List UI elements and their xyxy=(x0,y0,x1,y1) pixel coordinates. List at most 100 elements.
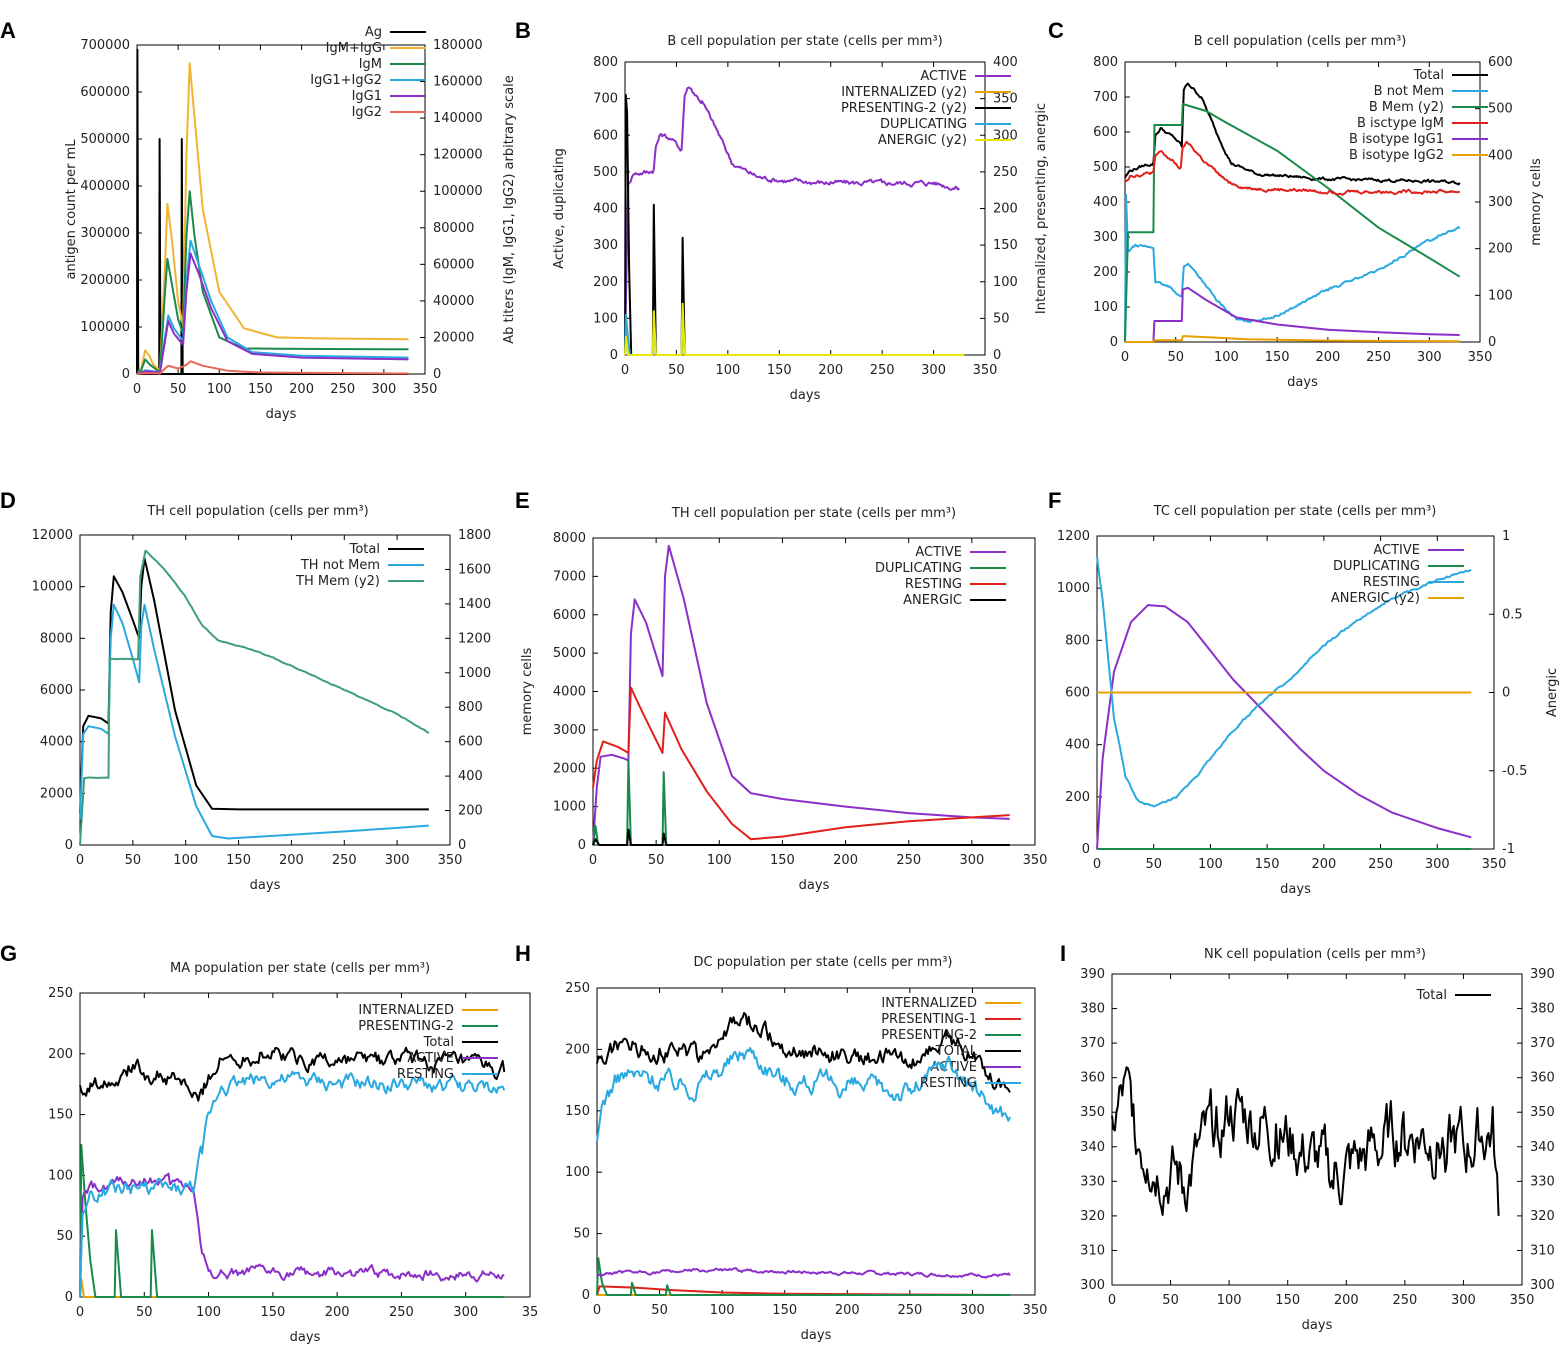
y-tick-label: 200 xyxy=(1065,790,1090,805)
y-axis-label: antigen count per mL xyxy=(64,139,79,280)
legend-label: PRESENTING-2 xyxy=(358,1019,454,1034)
x-tick-label: 150 xyxy=(1275,1293,1300,1308)
y-tick-label: 8000 xyxy=(553,531,586,546)
y-tick-label: 200 xyxy=(1093,265,1118,280)
x-tick-label: 200 xyxy=(818,363,843,378)
panel-letter: A xyxy=(0,18,16,43)
legend-label: PRESENTING-2 xyxy=(881,1028,977,1043)
x-tick-label: 100 xyxy=(715,363,740,378)
y-tick-label: 200 xyxy=(593,275,618,290)
y2-tick-label: 600 xyxy=(458,735,483,750)
legend-label: INTERNALIZED (y2) xyxy=(841,85,967,100)
y-tick-label: 300 xyxy=(1080,1278,1105,1293)
y-tick-label: 8000 xyxy=(40,631,73,646)
y-tick-label: 300000 xyxy=(80,226,130,241)
y-tick-label: 200 xyxy=(565,1042,590,1057)
y-tick-label: 100 xyxy=(565,1165,590,1180)
x-tick-label: 100 xyxy=(1198,857,1223,872)
y2-tick-label: 120000 xyxy=(433,148,483,163)
chart-panel-c: C B cell population (cells per mm³) 0 50 100… xyxy=(1048,18,1544,390)
y-tick-label: 100 xyxy=(48,1168,73,1183)
legend-label: Ag xyxy=(365,25,382,40)
y-tick-label: 0 xyxy=(578,838,586,853)
x-tick-label: 200 xyxy=(833,853,858,868)
y-axis-label: Active, duplicating xyxy=(552,148,567,269)
x-tick-label: 100 xyxy=(710,1303,735,1318)
x-axis-label: days xyxy=(799,878,830,893)
x-tick-label: 150 xyxy=(1265,350,1290,365)
y2-tick-label: 150 xyxy=(993,238,1018,253)
y2-tick-label: 0 xyxy=(993,348,1001,363)
x-tick-label: 200 xyxy=(1334,1293,1359,1308)
legend-label: Total xyxy=(423,1035,454,1050)
y-tick-label: 800 xyxy=(593,55,618,70)
plot-frame xyxy=(592,537,1036,846)
y-tick-label: 0 xyxy=(65,1290,73,1305)
y2-tick-label: 380 xyxy=(1530,1002,1555,1017)
y-tick-label: 800 xyxy=(1093,55,1118,70)
y-tick-label: 50 xyxy=(573,1227,590,1242)
x-tick-label: 100 xyxy=(173,853,198,868)
y2-tick-label: 140000 xyxy=(433,111,483,126)
x-tick-label: 100 xyxy=(207,382,232,397)
x-tick-label: 50 xyxy=(648,853,665,868)
y-axis-label: memory cells xyxy=(520,647,535,735)
y-tick-label: 0 xyxy=(1110,335,1118,350)
y-tick-label: 0 xyxy=(1082,842,1090,857)
y2-tick-label: 200 xyxy=(1488,242,1513,257)
y-tick-label: 600000 xyxy=(80,85,130,100)
x-tick-label: 0 xyxy=(589,853,597,868)
y2-tick-label: 40000 xyxy=(433,294,474,309)
x-tick-label: 50 xyxy=(125,853,142,868)
x-tick-label: 350 xyxy=(1023,1303,1048,1318)
x-tick-label: 50 xyxy=(1145,857,1162,872)
x-tick-label: 35 xyxy=(522,1305,539,1320)
x-tick-label: 350 xyxy=(1482,857,1507,872)
series-line-duplicating xyxy=(624,302,965,356)
x-tick-label: 300 xyxy=(959,853,984,868)
y-tick-label: 5000 xyxy=(553,646,586,661)
y-tick-label: 4000 xyxy=(40,735,73,750)
panel-letter: B xyxy=(515,18,531,43)
y2-tick-label: 200 xyxy=(458,804,483,819)
y2-tick-label: 330 xyxy=(1530,1174,1555,1189)
y2-tick-label: 80000 xyxy=(433,221,474,236)
y-tick-label: 6000 xyxy=(553,608,586,623)
chart-panel-d: D TH cell population (cells per mm³) 0 50 10… xyxy=(0,488,491,893)
y2-tick-label: 250 xyxy=(993,165,1018,180)
x-tick-label: 250 xyxy=(896,853,921,868)
series-line-igm xyxy=(136,190,409,375)
chart-panel-i: I NK cell population (cells per mm³) 0 50 10… xyxy=(1060,941,1555,1333)
series-line-active xyxy=(79,1172,505,1298)
x-tick-label: 300 xyxy=(371,382,396,397)
series-line-internalized xyxy=(79,1277,505,1298)
legend-label: ACTIVE xyxy=(407,1051,454,1066)
y-tick-label: 250 xyxy=(565,981,590,996)
chart-panel-g: G MA population per state (cells per mm³)… xyxy=(0,941,538,1345)
x-tick-label: 350 xyxy=(1023,853,1048,868)
x-tick-label: 0 xyxy=(76,1305,84,1320)
y-tick-label: 800 xyxy=(1065,633,1090,648)
y-tick-label: 100000 xyxy=(80,320,130,335)
y-tick-label: 320 xyxy=(1080,1209,1105,1224)
x-tick-label: 350 xyxy=(413,382,438,397)
legend-label: RESTING xyxy=(920,1076,977,1091)
y2-tick-label: 1400 xyxy=(458,597,491,612)
x-tick-label: 200 xyxy=(289,382,314,397)
legend-label: TH Mem (y2) xyxy=(295,574,380,589)
legend-label: PRESENTING-1 xyxy=(881,1012,977,1027)
series-line-b-not-mem xyxy=(1124,193,1461,342)
y-tick-label: 4000 xyxy=(553,685,586,700)
series-line-duplicating xyxy=(592,759,1010,846)
legend-label: ACTIVE xyxy=(920,69,967,84)
legend-label: RESTING xyxy=(1363,575,1420,590)
x-tick-label: 50 xyxy=(136,1305,153,1320)
x-tick-label: 100 xyxy=(1214,350,1239,365)
x-tick-label: 0 xyxy=(133,382,141,397)
chart-title: MA population per state (cells per mm³) xyxy=(170,961,430,976)
legend-label: IgM xyxy=(359,57,382,72)
y-tick-label: 3000 xyxy=(553,723,586,738)
series-line-th-not-mem xyxy=(79,603,429,840)
series-line-anergic xyxy=(592,828,1010,846)
x-tick-label: 150 xyxy=(260,1305,285,1320)
